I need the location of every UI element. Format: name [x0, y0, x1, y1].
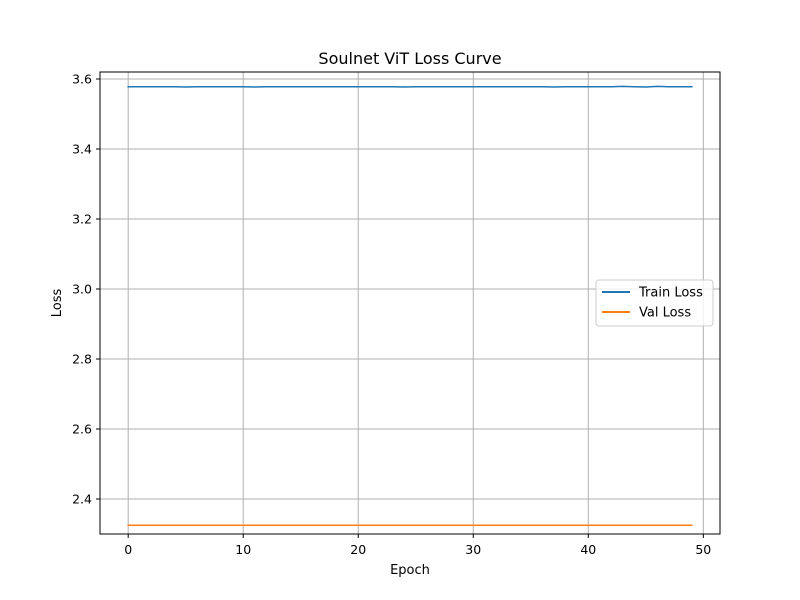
plot-frame — [99, 71, 721, 535]
legend-label: Train Loss — [638, 286, 703, 301]
chart-title: Soulnet ViT Loss Curve — [318, 49, 501, 68]
y-axis-label: Loss — [50, 289, 65, 318]
x-tick-label: 50 — [695, 542, 711, 557]
legend: Train Loss Val Loss — [595, 279, 714, 327]
y-tick-label: 3.6 — [72, 72, 92, 87]
y-tick-label: 3.0 — [72, 282, 92, 297]
x-axis-label: Epoch — [390, 563, 430, 578]
axis-ticks: 0 10 20 30 40 50 2.4 2.6 2.8 3.0 3.2 3.4 3.6 — [72, 72, 711, 558]
y-tick-label: 3.2 — [72, 212, 92, 227]
x-tick-label: 10 — [235, 542, 251, 557]
x-tick-label: 20 — [350, 542, 366, 557]
x-tick-label: 40 — [580, 542, 596, 557]
x-tick-label: 0 — [124, 542, 132, 557]
y-tick-label: 3.4 — [72, 142, 92, 157]
series-lines — [127, 85, 693, 526]
y-tick-label: 2.4 — [72, 492, 92, 507]
y-tick-label: 2.6 — [72, 422, 92, 437]
y-tick-label: 2.8 — [72, 352, 92, 367]
legend-label: Val Loss — [639, 306, 691, 321]
series-line-train-loss — [127, 85, 693, 88]
x-tick-label: 30 — [465, 542, 481, 557]
